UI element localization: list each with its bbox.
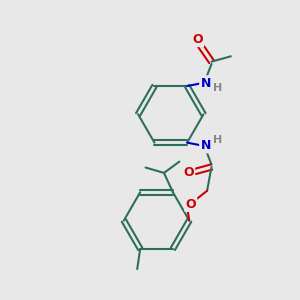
Text: N: N [200,76,211,89]
Text: O: O [193,33,203,46]
Text: H: H [213,83,223,93]
Text: H: H [213,135,223,145]
Text: O: O [183,167,194,179]
Text: N: N [200,139,211,152]
Text: O: O [185,198,196,211]
